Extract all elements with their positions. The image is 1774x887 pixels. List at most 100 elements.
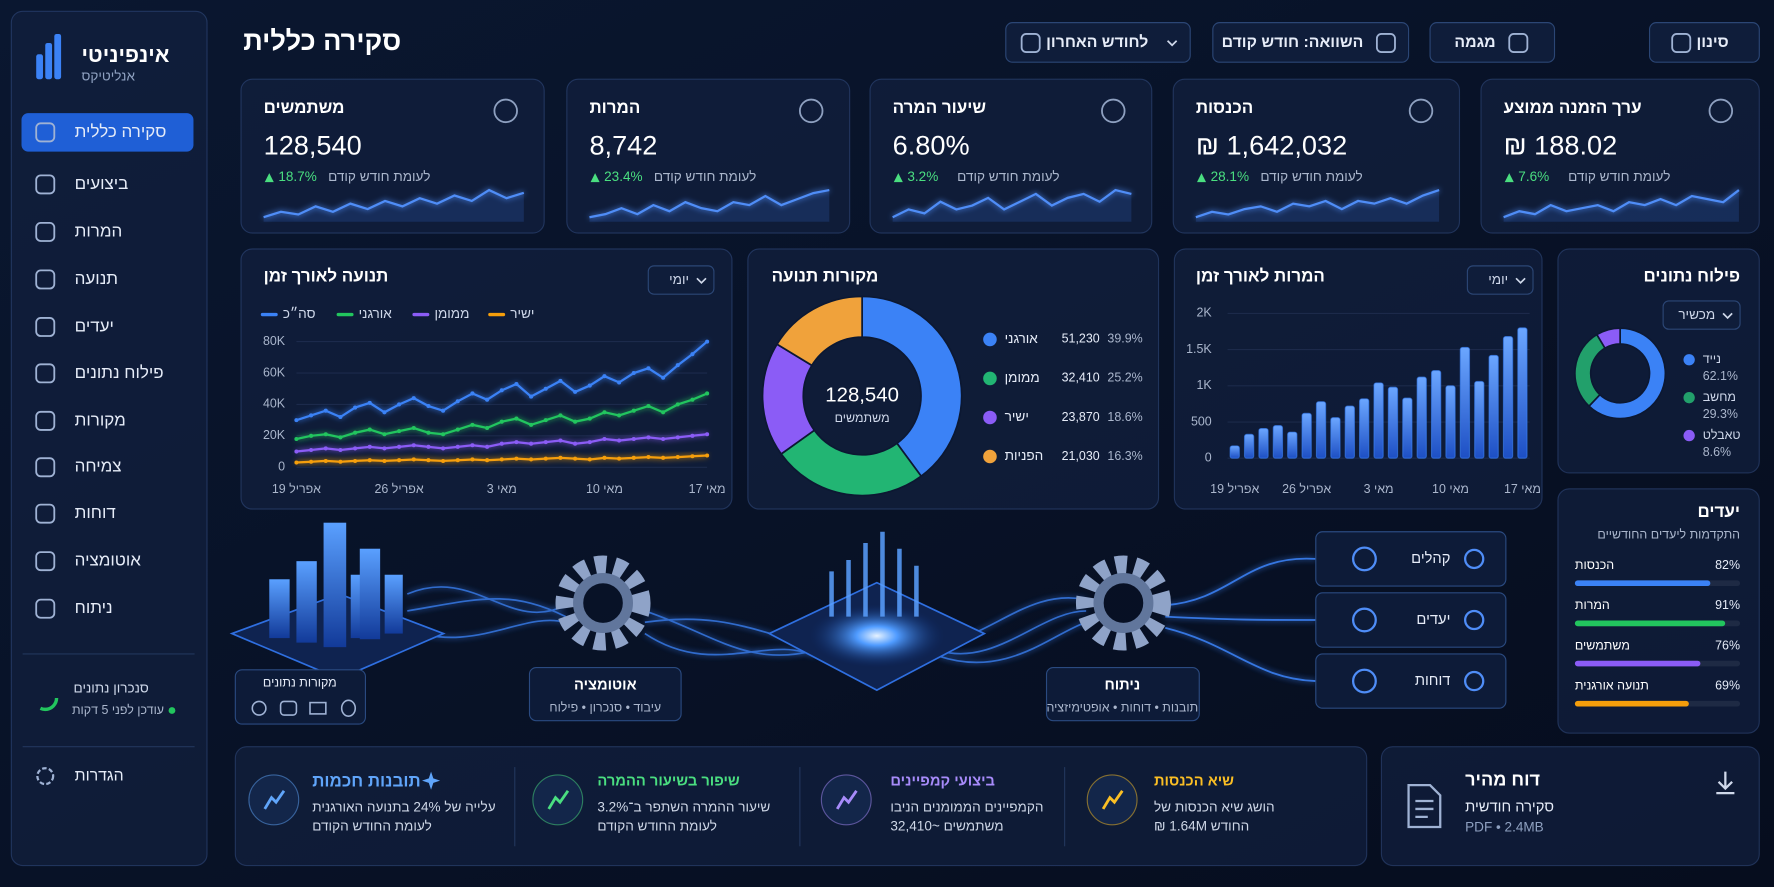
legend-count: 23,870 [1062, 410, 1100, 424]
kpi-compare: לעומת חודש קודם [957, 169, 1059, 184]
x-tick-label: 19 אפריל [272, 482, 321, 496]
data-point [661, 436, 666, 442]
data-point [631, 455, 636, 460]
data-point [309, 433, 314, 438]
goal-value: 82% [1715, 558, 1740, 572]
nav-item[interactable]: אוטומציה [75, 551, 142, 570]
flow-title: ניתוח [1104, 678, 1140, 694]
nav-item[interactable]: מקורות [75, 410, 126, 429]
legend-value: 16.3% [1107, 449, 1142, 463]
data-point [690, 433, 695, 438]
flow-card[interactable] [1315, 653, 1507, 709]
dropdown[interactable] [647, 265, 715, 295]
nav-item[interactable]: צמיחה [75, 457, 122, 476]
data-point [617, 380, 622, 385]
button-label[interactable]: השוואה: חודש קודם [1222, 34, 1364, 51]
bar [1344, 405, 1355, 459]
data-point [690, 352, 695, 357]
insight-glyph [836, 790, 858, 810]
data-point [426, 444, 431, 449]
insight-title: תובנות חכמות [312, 771, 420, 790]
flow-card-label[interactable]: יעדים [1416, 612, 1450, 628]
button-label[interactable]: מגמה [1454, 34, 1495, 51]
data-point [323, 446, 328, 451]
nav-item[interactable]: המרות [75, 221, 123, 240]
nav-item[interactable]: דוחות [75, 503, 116, 522]
data-point [617, 413, 622, 418]
settings[interactable]: הגדרות [75, 767, 124, 784]
insights-panel [234, 746, 1368, 867]
flow-card-icon [1351, 607, 1377, 633]
goal-bar [1574, 700, 1689, 707]
bar [1315, 401, 1327, 459]
data-point [602, 410, 607, 415]
icon [35, 503, 56, 524]
data-point [485, 397, 490, 402]
data-point [411, 425, 416, 431]
nav-item[interactable]: ביצועים [75, 174, 129, 193]
nav-active[interactable] [21, 113, 194, 152]
header-button[interactable] [1212, 22, 1410, 63]
insight-glyph [1101, 790, 1124, 810]
nav-item[interactable]: ניתוח [75, 598, 113, 617]
data-point [573, 419, 578, 424]
nav-item[interactable]: תנועה [75, 269, 118, 288]
sparkline [892, 188, 1132, 219]
dropdown[interactable] [1662, 300, 1741, 330]
chevron [1166, 40, 1178, 47]
flow-sub: עיבוד • סנכרון • פילוח [549, 701, 661, 715]
button-label[interactable]: לחודש האחרון [1046, 33, 1148, 51]
bar [1387, 386, 1399, 459]
data-point [646, 435, 651, 440]
nav-item[interactable]: פילוח נתונים [75, 363, 164, 382]
data-point [675, 435, 680, 440]
kpi-value: ₪ 188.02 [1504, 129, 1618, 160]
data-point [705, 391, 710, 396]
flow-card-label[interactable]: דוחות [1415, 673, 1451, 689]
legend-value: 39.9% [1107, 332, 1142, 346]
chart-title: תנועה לאורך זמן [264, 267, 389, 286]
download-icon[interactable] [1716, 771, 1735, 795]
dropdown[interactable] [1466, 265, 1534, 295]
data-point [397, 444, 402, 449]
data-point [514, 416, 519, 421]
x-tick-label: 10 מאי [1432, 482, 1469, 496]
insight-text: הושג שיא הכנסות של [1154, 799, 1275, 814]
x-tick-label: 17 מאי [1504, 482, 1541, 496]
data-point [411, 457, 416, 462]
bar [1359, 398, 1370, 459]
flow-title: אוטומציה [574, 678, 637, 694]
kpi-compare: לעומת חודש קודם [654, 169, 756, 184]
kpi-change: 23.4% [604, 169, 642, 184]
data-point [455, 444, 460, 449]
brand-logo [36, 54, 43, 80]
data-point [411, 443, 416, 448]
legend-value: 8.6% [1703, 445, 1731, 459]
bar [1402, 397, 1413, 459]
icon [35, 269, 56, 290]
core-glow [808, 604, 945, 668]
y-tick-label: 1.5K [1186, 342, 1212, 356]
dropdown-label[interactable]: מכשיר [1678, 307, 1715, 322]
flow-card-label[interactable]: קהלים [1411, 550, 1450, 567]
flow-card[interactable] [1315, 592, 1507, 648]
data-point [485, 444, 490, 449]
dropdown-label[interactable]: יומי [1488, 272, 1508, 287]
kpi-card [566, 78, 851, 234]
nav-item[interactable]: יעדים [75, 316, 114, 335]
y-tick-label: 1K [1196, 378, 1212, 392]
data-point [455, 427, 460, 432]
kpi-label: המרות [589, 98, 640, 117]
data-point [338, 435, 343, 440]
sidebar [10, 10, 208, 867]
bar [1272, 425, 1284, 459]
data-point [397, 429, 402, 434]
data-point [661, 410, 666, 415]
dropdown-label[interactable]: יומי [669, 272, 689, 287]
data-point [397, 402, 402, 407]
button-label[interactable]: סינון [1697, 34, 1729, 51]
flow-card[interactable] [1315, 531, 1507, 587]
header-button[interactable] [1005, 22, 1191, 63]
data-point [382, 410, 387, 415]
nav-item[interactable]: סקירה כללית [75, 122, 167, 141]
